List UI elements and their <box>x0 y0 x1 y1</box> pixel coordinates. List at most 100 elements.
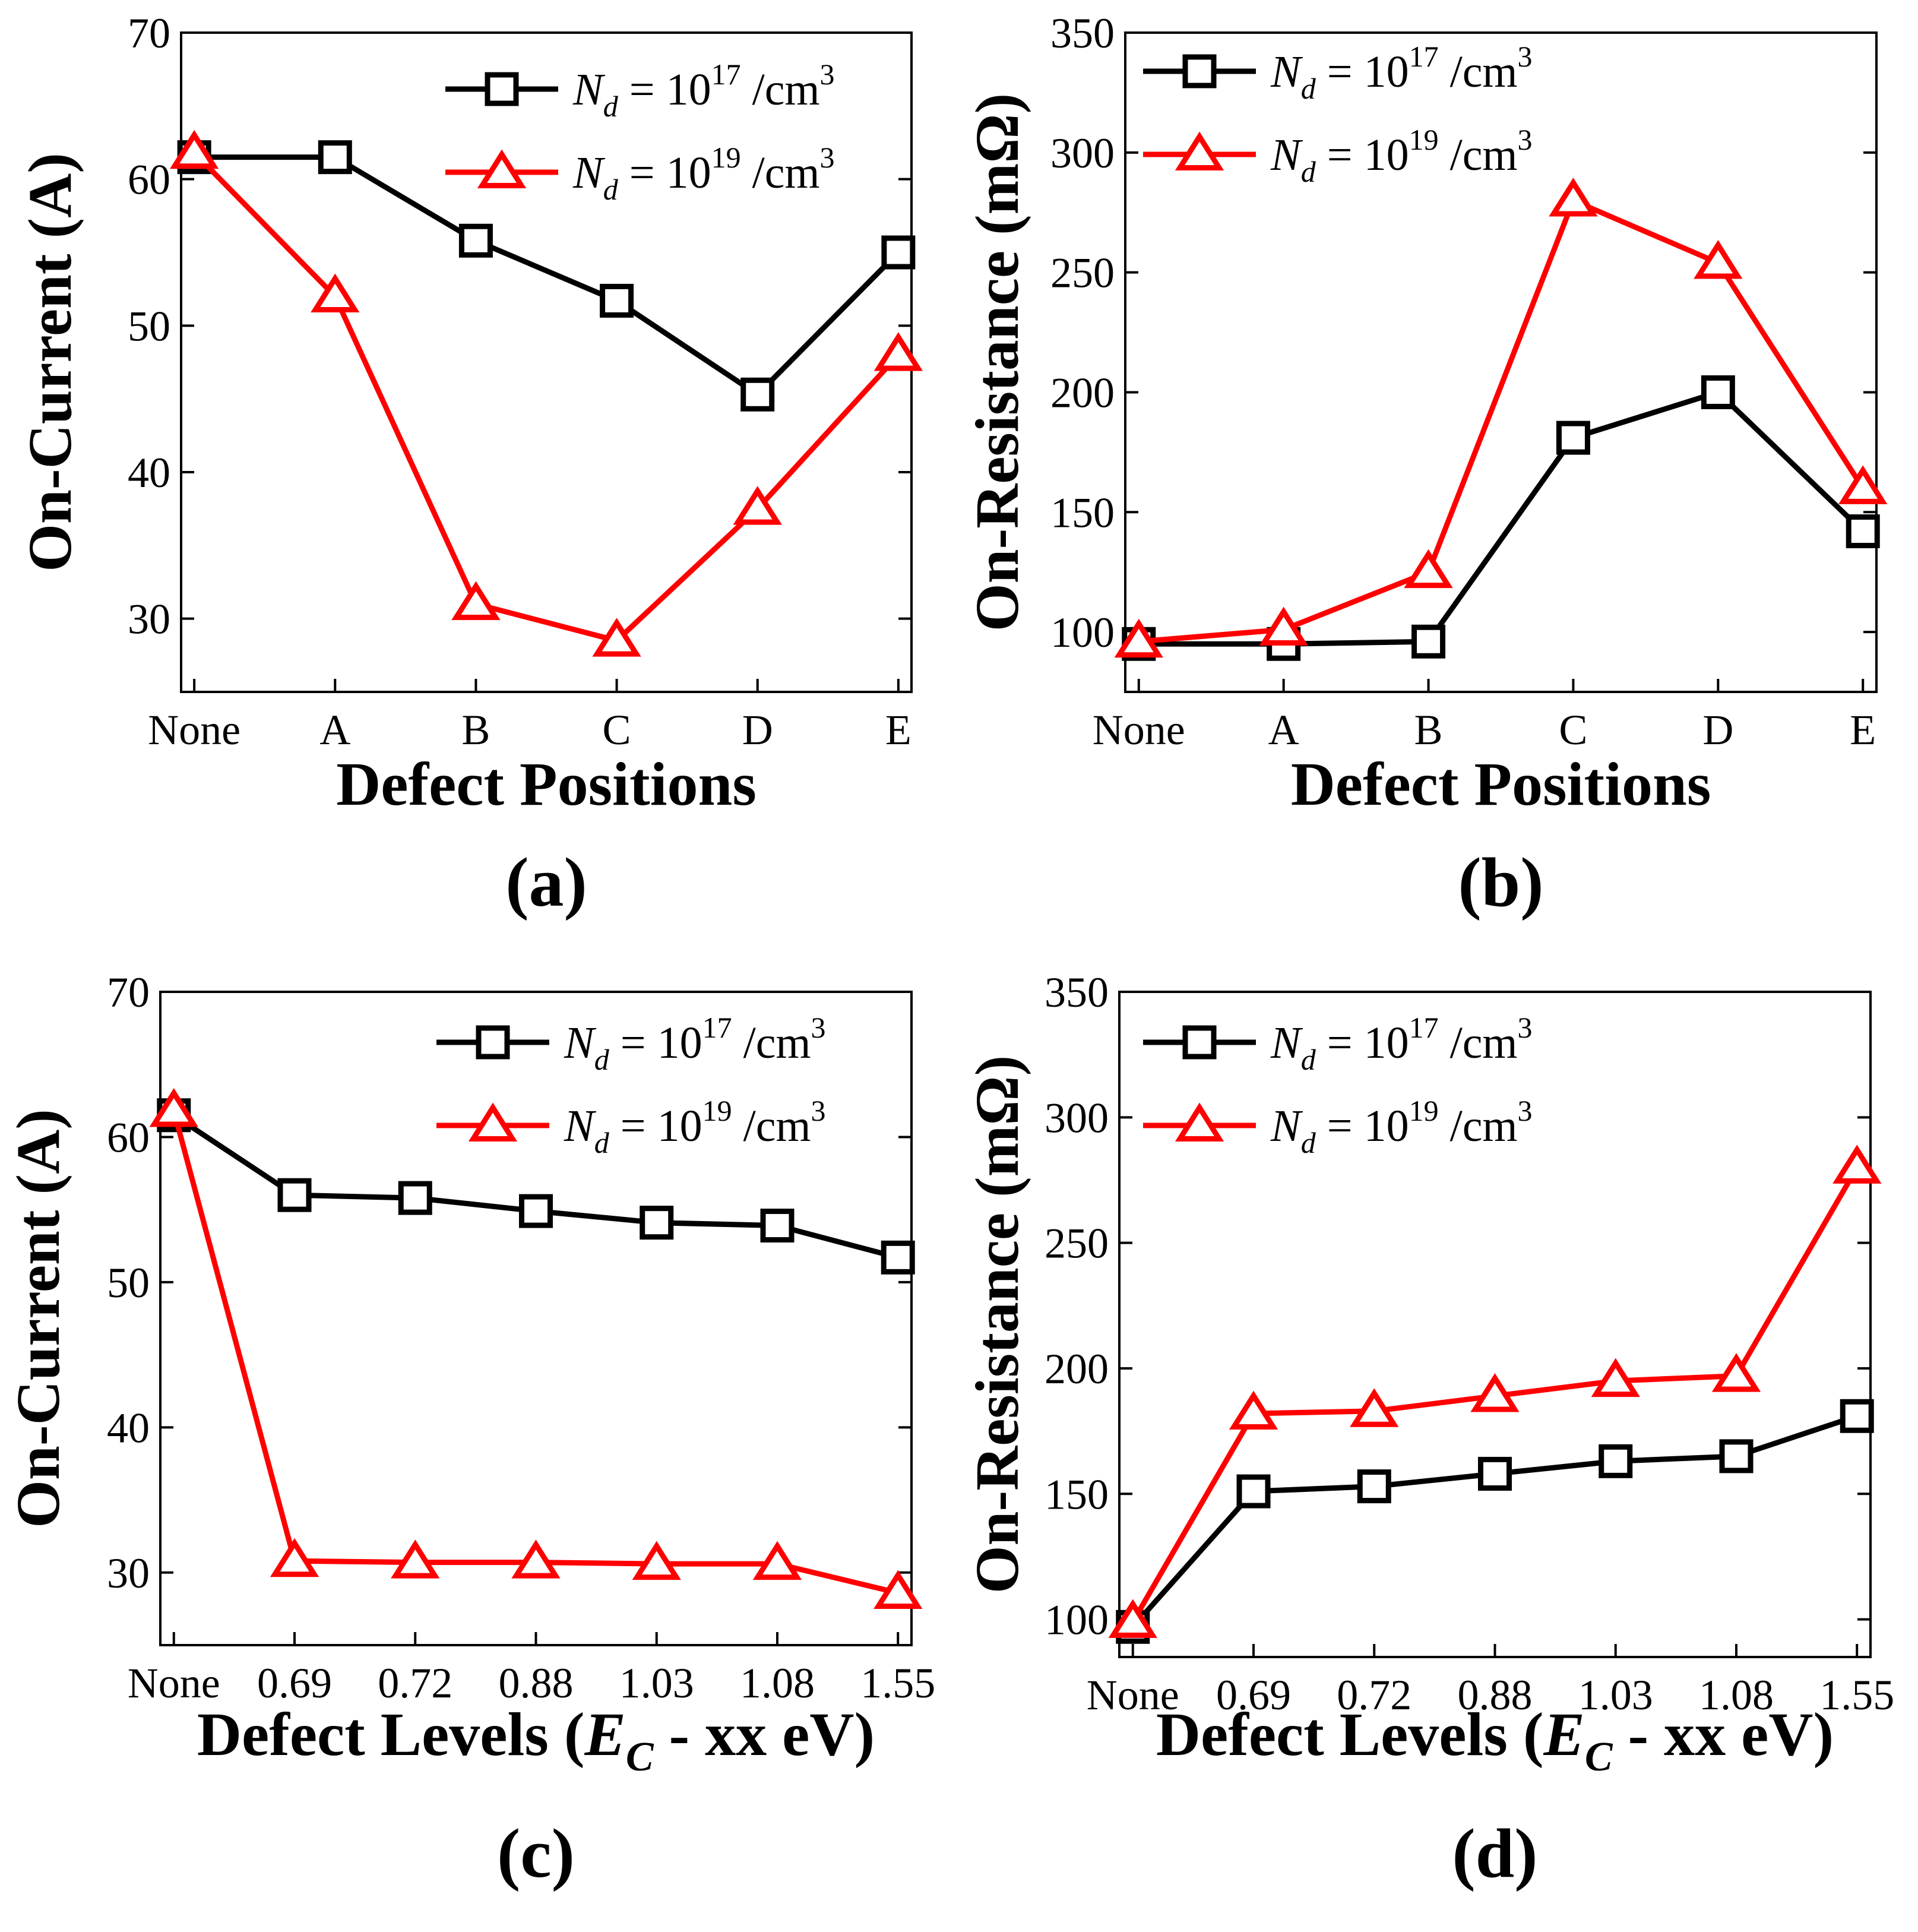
panel-label: (b) <box>1458 843 1543 921</box>
x-tick-label: D <box>742 706 773 754</box>
data-point-square <box>1701 375 1735 409</box>
data-point-triangle <box>1350 1388 1399 1427</box>
data-point-triangle <box>1711 1353 1761 1392</box>
y-tick-label: 30 <box>107 1550 150 1597</box>
data-point-square <box>640 1206 674 1240</box>
x-axis-title: Defect Positions <box>336 750 757 818</box>
data-point-square <box>1411 624 1446 659</box>
legend-marker-square <box>476 1025 510 1060</box>
data-point-square <box>881 1240 915 1275</box>
y-tick-label: 300 <box>1050 129 1115 177</box>
y-tick-label: 70 <box>107 969 150 1016</box>
data-point-triangle <box>149 1087 198 1127</box>
panel-label: (c) <box>497 1814 575 1892</box>
y-tick-label: 200 <box>1045 1345 1109 1393</box>
x-tick-label: 1.03 <box>1578 1671 1653 1719</box>
data-point-triangle <box>1108 1599 1157 1638</box>
data-point-triangle <box>1229 1390 1278 1430</box>
y-tick-label: 60 <box>128 156 170 204</box>
series-line <box>1138 198 1866 644</box>
data-point-square <box>740 377 775 412</box>
series-nd-1e17 <box>1122 375 1880 661</box>
panel-label: (a) <box>505 843 587 921</box>
data-point-triangle <box>1470 1373 1520 1412</box>
data-point-square <box>318 140 352 175</box>
x-tick-label: 1.08 <box>1699 1671 1774 1719</box>
y-tick-label: 100 <box>1050 609 1115 656</box>
data-point-square <box>760 1209 795 1243</box>
x-axis-title: Defect Levels (EC - xx eV) <box>1156 1700 1834 1780</box>
legend-entry: Nd = 1019 /cm3 <box>572 141 835 206</box>
plot-area-frame <box>180 31 913 693</box>
x-tick-label: 1.03 <box>619 1659 694 1707</box>
y-tick-label: 30 <box>128 596 170 643</box>
legend-marker-triangle <box>1175 131 1224 170</box>
y-tick-label: 40 <box>128 449 170 497</box>
x-tick-label: 1.08 <box>740 1659 815 1707</box>
y-tick-label: 40 <box>107 1404 150 1452</box>
legend-marker-triangle <box>468 1102 518 1142</box>
series-nd-1e19 <box>169 129 923 657</box>
x-tick-label: B <box>461 706 490 754</box>
legend: Nd = 1017 /cm3 Nd = 1019 /cm3 <box>445 58 835 206</box>
data-point-triangle <box>1591 1358 1640 1397</box>
data-point-triangle <box>1549 178 1598 217</box>
data-point-triangle <box>1404 549 1453 589</box>
x-tick-label: None <box>128 1659 220 1707</box>
y-tick-label: 200 <box>1050 369 1115 416</box>
data-point-triangle <box>1694 240 1743 279</box>
y-tick-label: 350 <box>1045 969 1109 1016</box>
y-tick-label: 50 <box>107 1259 150 1307</box>
data-point-square <box>1357 1469 1391 1504</box>
data-point-triangle <box>311 273 360 312</box>
chart-panel-d: None 0.69 0.72 0.88 1.03 1.08 1.55 100 150 200 250… <box>963 969 1894 1892</box>
data-point-triangle <box>1838 465 1888 504</box>
data-point-triangle <box>592 618 641 657</box>
data-point-triangle <box>391 1539 440 1579</box>
x-tick-label: 0.72 <box>378 1659 452 1707</box>
x-tick-label: None <box>1093 706 1185 754</box>
data-point-triangle <box>1259 606 1308 646</box>
series-nd-1e17 <box>157 1098 915 1275</box>
legend-entry: Nd = 1017 /cm3 <box>564 1011 826 1076</box>
data-point-triangle <box>451 581 501 620</box>
x-tick-label: 1.55 <box>860 1659 935 1707</box>
x-tick-label: 1.55 <box>1819 1671 1894 1719</box>
x-tick-label: 0.69 <box>1216 1671 1291 1719</box>
y-axis-title: On-Resistance (mΩ) <box>963 93 1031 631</box>
y-axis-title: On-Current (A) <box>16 153 84 572</box>
series-line <box>192 151 901 644</box>
x-tick-label: None <box>1087 1671 1179 1719</box>
x-tick-label: C <box>603 706 631 754</box>
plot-area-frame <box>1118 991 1872 1658</box>
legend-entry: Nd = 1017 /cm3 <box>1270 1011 1533 1076</box>
legend: Nd = 1017 /cm3 Nd = 1019 /cm3 <box>1143 1011 1533 1159</box>
data-point-triangle <box>270 1538 319 1577</box>
data-point-square <box>277 1178 312 1212</box>
x-axis-title: Defect Levels (EC - xx eV) <box>197 1700 875 1780</box>
y-tick-label: 350 <box>1050 10 1115 57</box>
series-line <box>1138 389 1865 647</box>
x-tick-label: E <box>1850 706 1876 754</box>
data-point-square <box>458 223 493 258</box>
data-point-triangle <box>733 486 782 525</box>
y-axis-title: On-Current (A) <box>4 1109 72 1528</box>
data-point-triangle <box>1114 618 1163 658</box>
y-tick-label: 250 <box>1050 249 1115 297</box>
series-nd-1e19 <box>1108 1144 1882 1638</box>
y-tick-label: 250 <box>1045 1220 1109 1267</box>
y-tick-label: 70 <box>128 10 170 57</box>
x-tick-label: A <box>1268 706 1299 754</box>
data-point-triangle <box>632 1541 681 1580</box>
x-tick-label: A <box>319 706 350 754</box>
y-tick-label: 50 <box>128 302 170 350</box>
data-point-triangle <box>169 129 219 169</box>
data-point-square <box>398 1181 432 1215</box>
series-line <box>194 154 901 397</box>
data-point-square <box>1478 1456 1512 1491</box>
data-point-triangle <box>752 1541 802 1580</box>
data-point-square <box>1236 1474 1271 1509</box>
data-point-square <box>881 235 916 270</box>
chart-panel-c: None 0.69 0.72 0.88 1.03 1.08 1.55 30 40 50 60 70 Nd… <box>4 969 935 1892</box>
